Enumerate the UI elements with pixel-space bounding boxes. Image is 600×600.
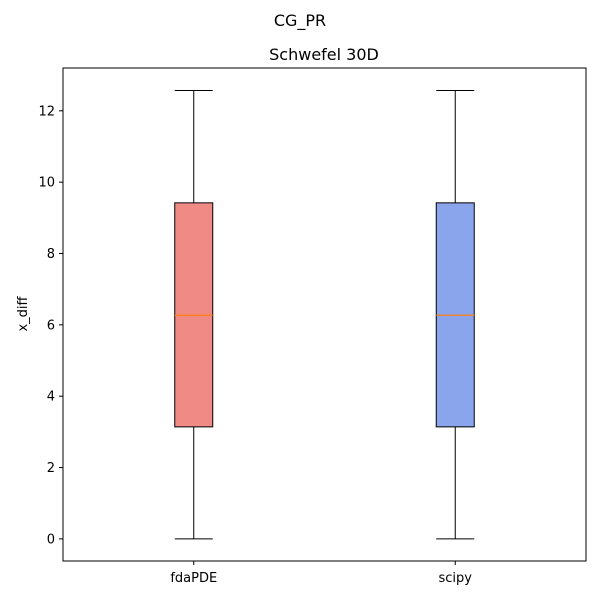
y-tick-label: 12	[38, 104, 55, 119]
y-tick-label: 10	[38, 176, 55, 191]
y-tick-label: 2	[47, 461, 55, 476]
x-tick-label: fdaPDE	[170, 571, 217, 586]
y-tick-label: 8	[47, 247, 55, 262]
y-axis: 0 2 4 6 8 10 12	[38, 104, 63, 547]
y-tick-label: 6	[47, 318, 55, 333]
y-axis-label: x_diff	[16, 295, 31, 331]
chart-title: Schwefel 30D	[269, 45, 379, 64]
figure-suptitle: CG_PR	[274, 11, 326, 31]
x-axis: fdaPDE scipy	[170, 561, 472, 586]
plot-area	[62, 67, 587, 562]
boxplots	[174, 89, 475, 540]
x-tick-label: scipy	[439, 571, 473, 586]
y-tick-label: 0	[47, 532, 55, 547]
y-tick-label: 4	[47, 390, 55, 405]
